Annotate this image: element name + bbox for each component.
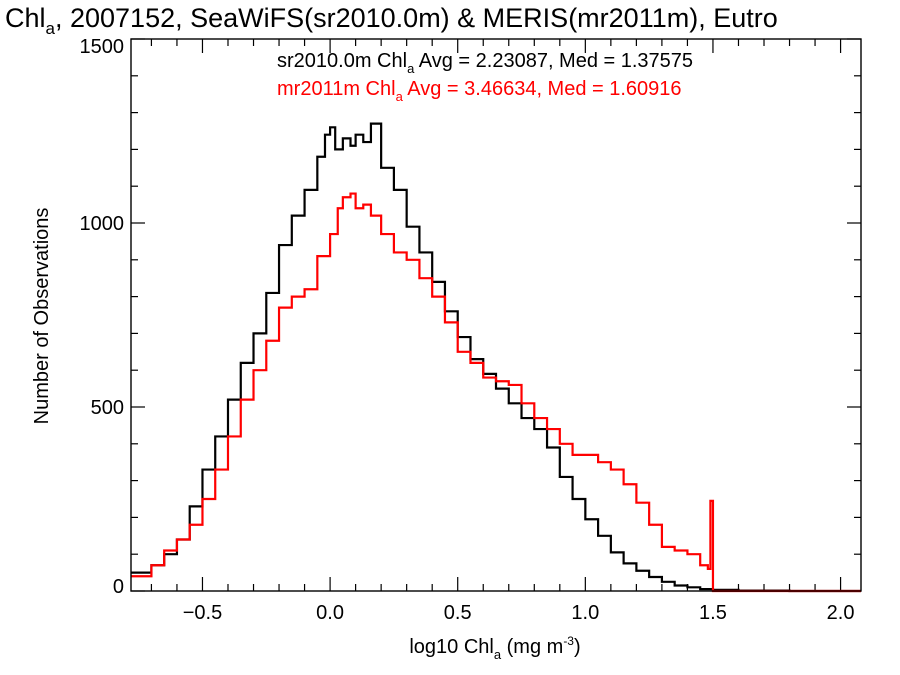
legend-entry-sr2010: sr2010.0m Chla Avg = 2.23087, Med = 1.37… — [277, 50, 693, 76]
x-tick-label: 1.0 — [571, 602, 599, 624]
chart-title-subscript: a — [46, 19, 56, 38]
legend-mr2011-main: mr2011m Chl — [277, 78, 396, 100]
y-tick-label: 1000 — [80, 213, 125, 235]
series-line-mr2011 — [131, 192, 861, 593]
y-tick-label: 1500 — [80, 36, 125, 58]
x-tick-label: 0.5 — [444, 602, 472, 624]
series-line-sr2010 — [131, 122, 861, 593]
x-tick-label: 2.0 — [827, 602, 855, 624]
axis-tick-labels: −0.5 0.0 0.5 1.0 1.5 2.0 0 500 1000 1500 — [80, 36, 855, 624]
legend-mr2011-rest: Avg = 3.46634, Med = 1.60916 — [403, 78, 682, 100]
legend-entry-mr2011: mr2011m Chla Avg = 3.46634, Med = 1.6091… — [277, 78, 682, 104]
x-axis-label-rest: (mg m — [501, 636, 563, 658]
y-tick-label: 500 — [91, 397, 124, 419]
chart-title-main: Chl — [5, 3, 46, 33]
chart-title: Chla, 2007152, SeaWiFS(sr2010.0m) & MERI… — [5, 3, 778, 38]
data-series — [131, 122, 861, 593]
legend-sr2010-main: sr2010.0m Chl — [277, 50, 407, 72]
y-tick-label: 0 — [113, 576, 124, 598]
legend-sr2010-subscript: a — [407, 61, 415, 76]
x-tick-label: 0.0 — [316, 602, 344, 624]
chart-title-rest: , 2007152, SeaWiFS(sr2010.0m) & MERIS(mr… — [55, 3, 778, 33]
legend-mr2011-subscript: a — [396, 89, 404, 104]
x-axis-label-superscript: -3 — [563, 634, 574, 648]
x-axis-label-subscript: a — [494, 647, 502, 662]
axis-ticks — [131, 38, 861, 592]
x-tick-label: 1.5 — [699, 602, 727, 624]
x-axis-label-main: log10 Chl — [409, 636, 494, 658]
x-axis-label-end: ) — [574, 636, 581, 658]
legend-sr2010-rest: Avg = 2.23087, Med = 1.37575 — [414, 50, 693, 72]
plot-frame — [130, 38, 862, 592]
x-tick-label: −0.5 — [183, 602, 222, 624]
y-axis-label: Number of Observations — [31, 208, 53, 425]
x-axis-label: log10 Chla (mg m-3) — [409, 634, 580, 662]
